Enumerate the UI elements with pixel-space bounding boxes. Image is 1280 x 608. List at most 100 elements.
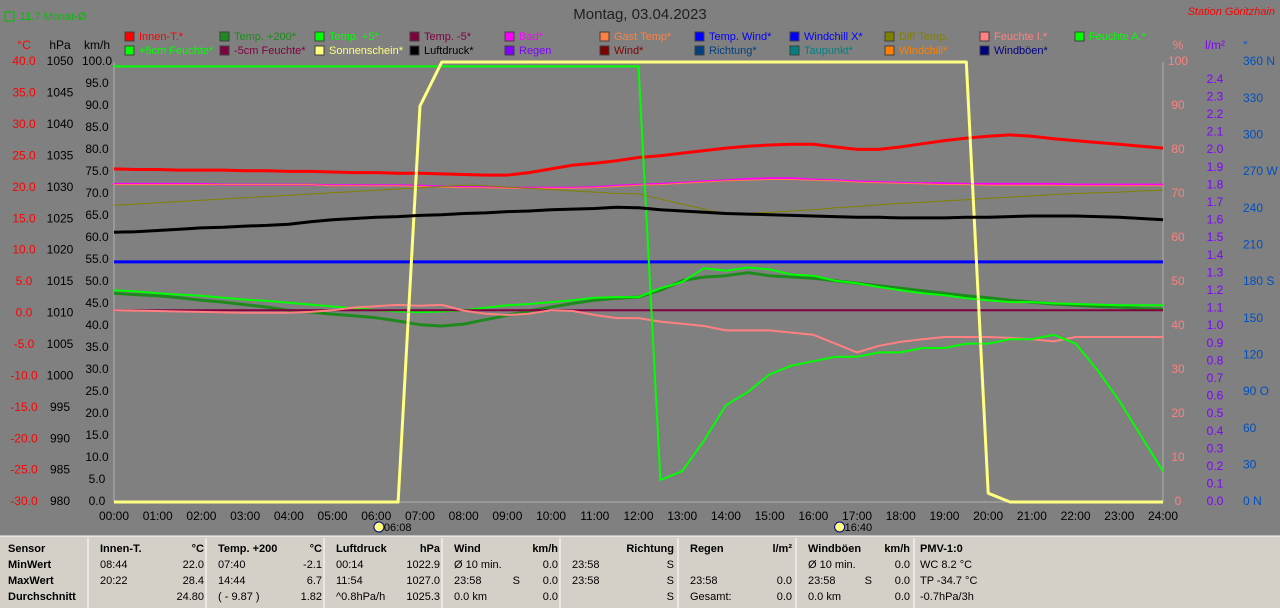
y-tick-label: -5.0	[14, 337, 35, 351]
legend-swatch	[219, 31, 230, 42]
y-tick-label: 20	[1171, 406, 1185, 420]
legend-label: Windchill*	[899, 45, 948, 57]
table-cell: 20:22	[100, 575, 128, 587]
y-tick-label: 50	[1171, 274, 1185, 288]
legend-label: Feuchte I.*	[994, 31, 1048, 43]
y-tick-label: 0.9	[1207, 336, 1224, 350]
table-cell: 1025.3	[406, 591, 440, 603]
y-tick-label: 45.0	[85, 296, 109, 310]
table-header: hPa	[420, 543, 441, 555]
x-tick-label: 03:00	[230, 509, 260, 523]
y-tick-label: 270 W	[1243, 164, 1278, 178]
y-tick-label: 1000	[47, 368, 74, 382]
y-tick-label: 10	[1171, 450, 1185, 464]
y-tick-label: 0.1	[1207, 477, 1224, 491]
y-tick-label: 180 S	[1243, 274, 1274, 288]
table-cell: 22.0	[183, 559, 204, 571]
y-tick-label: 15.0	[12, 211, 36, 225]
y-tick-label: 1.4	[1207, 248, 1224, 262]
series-line	[114, 65, 1164, 481]
y-tick-label: 330	[1243, 91, 1263, 105]
x-tick-label: 13:00	[667, 509, 697, 523]
table-header: l/m²	[772, 543, 792, 555]
sun-icon	[373, 521, 385, 533]
table-cell: TP -34.7 °C	[920, 575, 977, 587]
table-cell: 0.0	[777, 575, 792, 587]
table-cell: Durchschnitt	[8, 591, 76, 603]
y-tick-label: 100.0	[82, 54, 112, 68]
y-tick-label: -25.0	[10, 463, 38, 477]
y-tick-label: 0.3	[1207, 441, 1224, 455]
table-header: °C	[310, 543, 322, 555]
y-tick-label: 5.0	[89, 472, 106, 486]
y-tick-label: 5.0	[16, 274, 33, 288]
series-line	[113, 266, 1163, 314]
x-tick-label: 08:00	[449, 509, 479, 523]
legend-label: Regen	[519, 45, 551, 57]
legend-label: Feuchte A.*	[1089, 31, 1147, 43]
legend-label: Windböen*	[994, 45, 1049, 57]
table-cell: 0.0	[777, 591, 792, 603]
axis-label: hPa	[49, 38, 71, 52]
table-header: Sensor	[8, 543, 46, 555]
table-header: Temp. +200	[218, 543, 277, 555]
y-tick-label: -30.0	[10, 494, 38, 508]
table-cell: S	[667, 591, 674, 603]
table-cell: ^0.8hPa/h	[336, 591, 385, 603]
table-cell: Ø 10 min.	[808, 559, 856, 571]
table-cell: 23:58	[572, 575, 600, 587]
legend-label: Taupunkt*	[804, 45, 854, 57]
table-cell: S	[513, 575, 520, 587]
y-tick-label: 100	[1168, 54, 1188, 68]
legend-label: Innen-T.*	[139, 31, 184, 43]
x-tick-label: 06:00	[361, 509, 391, 523]
table-cell: 23:58	[690, 575, 718, 587]
table-cell: 0.0	[543, 591, 558, 603]
y-tick-label: 0.0	[1207, 494, 1224, 508]
legend-swatch	[979, 45, 990, 56]
y-tick-label: 70.0	[85, 186, 109, 200]
table-cell: 08:44	[100, 559, 128, 571]
x-tick-label: 02:00	[186, 509, 216, 523]
table-cell: 28.4	[183, 575, 204, 587]
legend-swatch	[789, 45, 800, 56]
x-tick-label: 23:00	[1104, 509, 1134, 523]
y-tick-label: 300	[1243, 128, 1263, 142]
table-cell: -2.1	[303, 559, 322, 571]
x-tick-label: 11:00	[580, 509, 609, 523]
y-tick-label: 150	[1243, 311, 1263, 325]
y-tick-label: 85.0	[85, 120, 109, 134]
table-cell: Gesamt:	[690, 591, 732, 603]
y-tick-label: 0.8	[1207, 353, 1224, 367]
y-tick-label: 210	[1243, 238, 1263, 252]
x-tick-label: 00:00	[99, 509, 129, 523]
y-tick-label: 35.0	[12, 86, 36, 100]
legend-swatch	[504, 45, 515, 56]
table-cell: 6.7	[307, 575, 322, 587]
axis-label: %	[1173, 38, 1184, 52]
legend-label: Luftdruck*	[424, 45, 474, 57]
y-tick-label: 2.0	[1207, 142, 1224, 156]
y-tick-label: 120	[1243, 348, 1263, 362]
y-tick-label: 0.7	[1207, 371, 1224, 385]
legend-swatch	[124, 45, 135, 56]
table-header: °C	[192, 543, 204, 555]
legend-swatch	[314, 31, 325, 42]
legend-label: Bad*	[519, 31, 544, 43]
y-tick-label: 0 N	[1243, 494, 1262, 508]
legend-swatch	[599, 45, 610, 56]
series-line	[114, 179, 1163, 189]
y-tick-label: 80.0	[85, 142, 109, 156]
table-cell: 0.0	[543, 575, 558, 587]
legend-label: -5cm Feuchte*	[234, 45, 306, 57]
y-tick-label: 20.0	[85, 406, 109, 420]
y-tick-label: 1020	[47, 243, 74, 257]
legend-swatch	[314, 45, 325, 56]
x-tick-label: 12:00	[623, 509, 653, 523]
y-tick-label: 30.0	[85, 362, 109, 376]
y-tick-label: 1030	[47, 180, 74, 194]
legend-label: Wind*	[614, 45, 644, 57]
legend-swatch	[124, 31, 135, 42]
annotation: 16:40	[845, 522, 873, 534]
y-tick-label: 95.0	[85, 76, 109, 90]
